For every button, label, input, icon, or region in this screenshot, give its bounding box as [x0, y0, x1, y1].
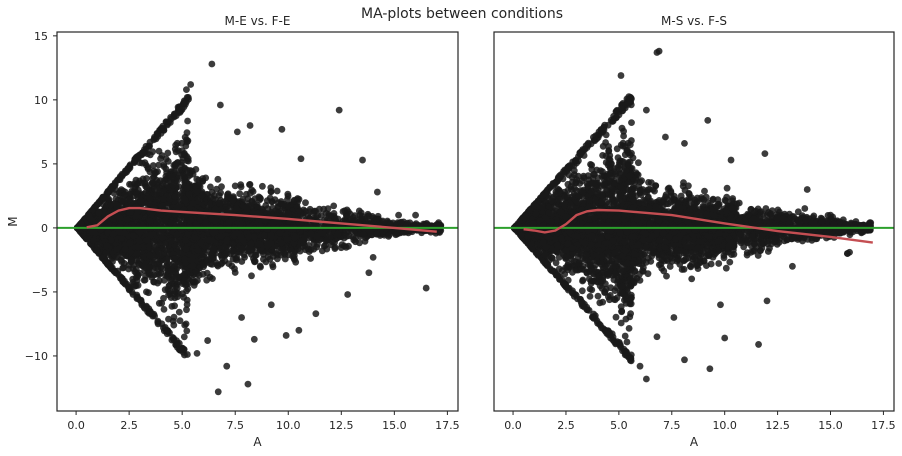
- outlier-point: [244, 380, 252, 388]
- figure-title: MA-plots between conditions: [361, 6, 563, 22]
- outlier-point: [412, 211, 419, 219]
- outlier-point: [223, 362, 231, 370]
- point-cloud: [73, 94, 445, 359]
- outlier-point: [655, 47, 663, 55]
- outlier-point: [295, 326, 303, 334]
- trend-line: [523, 208, 873, 244]
- outlier-point: [827, 211, 834, 219]
- outlier-points: [617, 47, 875, 383]
- x-tick-label: 15.0: [818, 419, 843, 432]
- plot-area: [494, 47, 894, 383]
- outlier-point: [642, 106, 650, 114]
- outlier-point: [204, 337, 212, 344]
- outlier-point: [852, 218, 860, 225]
- x-tick-label: 0.0: [504, 419, 522, 432]
- outlier-point: [250, 335, 258, 343]
- outlier-point: [208, 60, 216, 68]
- outlier-point: [238, 314, 245, 321]
- x-axis-label: A: [253, 435, 262, 449]
- x-tick-label: 7.5: [226, 419, 244, 432]
- outlier-point: [216, 101, 224, 109]
- x-tick-label: 10.0: [712, 419, 737, 432]
- outlier-point: [721, 334, 729, 342]
- outlier-point: [727, 156, 735, 164]
- outlier-point: [282, 332, 290, 339]
- outlier-point: [335, 106, 343, 114]
- outlier-point: [755, 341, 762, 348]
- x-tick-label: 5.0: [610, 419, 628, 432]
- y-tick-label: 5: [41, 158, 48, 171]
- y-tick-label: −5: [32, 286, 48, 299]
- outlier-point: [422, 284, 430, 292]
- plot-area: [57, 60, 458, 396]
- outlier-point: [681, 139, 688, 147]
- y-tick-label: −10: [25, 350, 48, 363]
- x-tick-label: 5.0: [173, 419, 191, 432]
- outlier-point: [297, 155, 305, 163]
- outlier-point: [761, 150, 769, 158]
- outlier-point: [636, 362, 644, 370]
- outlier-point: [344, 291, 352, 298]
- outlier-point: [278, 125, 286, 133]
- y-tick-label: 15: [34, 30, 48, 43]
- outlier-point: [214, 388, 222, 396]
- outlier-point: [312, 310, 320, 318]
- trend-line: [86, 206, 437, 233]
- x-tick-label: 15.0: [382, 419, 407, 432]
- outlier-point: [617, 72, 625, 79]
- outlier-point: [681, 356, 688, 364]
- y-tick-label: 0: [41, 222, 48, 235]
- outlier-point: [365, 269, 373, 277]
- outlier-point: [662, 133, 669, 141]
- outlier-point: [233, 128, 241, 136]
- x-tick-label: 2.5: [120, 419, 138, 432]
- y-axis-label: M: [6, 216, 20, 226]
- x-tick-label: 12.5: [329, 419, 354, 432]
- outlier-point: [373, 188, 381, 196]
- outlier-points: [183, 60, 443, 396]
- outlier-point: [435, 228, 443, 236]
- y-tick-label: 10: [34, 94, 48, 107]
- x-tick-label: 12.5: [765, 419, 790, 432]
- outlier-point: [670, 314, 678, 321]
- outlier-point: [763, 297, 771, 305]
- outlier-point: [193, 349, 201, 357]
- x-tick-label: 10.0: [276, 419, 301, 432]
- x-tick-label: 7.5: [663, 419, 681, 432]
- x-tick-label: 17.5: [871, 419, 896, 432]
- outlier-point: [803, 186, 811, 193]
- outlier-point: [183, 86, 190, 94]
- outlier-point: [642, 375, 650, 383]
- outlier-point: [706, 365, 714, 373]
- panel-title: M-S vs. F-S: [661, 14, 727, 28]
- outlier-point: [246, 122, 254, 129]
- panel-right: M-S vs. F-S 0.0 2.5 5.0 7.5 10.0 12.5 15.0 17.5 A: [493, 14, 896, 449]
- outlier-point: [187, 81, 195, 88]
- outlier-point: [653, 333, 661, 341]
- outlier-point: [267, 301, 275, 309]
- x-tick-label: 17.5: [435, 419, 460, 432]
- x-axis-label: A: [690, 435, 699, 449]
- outlier-point: [867, 219, 875, 227]
- outlier-point: [369, 253, 377, 261]
- outlier-point: [704, 116, 712, 124]
- x-tick-label: 0.0: [67, 419, 85, 432]
- outlier-point: [789, 262, 796, 270]
- outlier-point: [359, 156, 366, 164]
- outlier-point: [717, 301, 724, 309]
- panel-title: M-E vs. F-E: [225, 14, 291, 28]
- outlier-point: [844, 250, 851, 257]
- outlier-point: [395, 211, 402, 219]
- axes-frame: [493, 31, 895, 412]
- panel-left: M-E vs. F-E 0.0 2.5 5.0 7.5 10.0 12.5 15.0 17.5 −…: [6, 14, 460, 449]
- axes-frame: [56, 31, 459, 412]
- x-tick-label: 2.5: [557, 419, 575, 432]
